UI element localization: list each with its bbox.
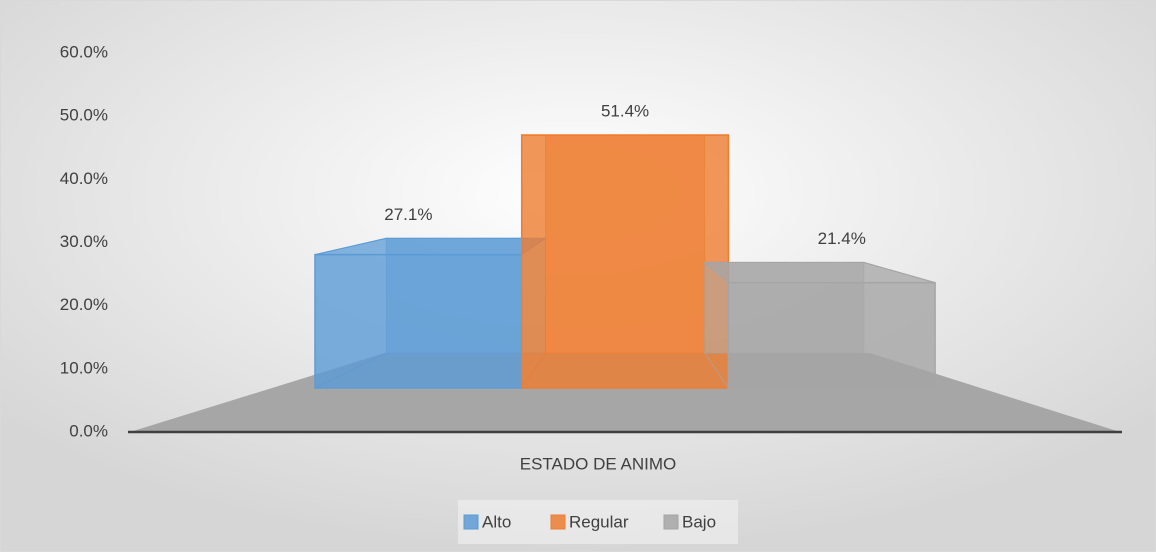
legend-swatch	[463, 514, 479, 530]
y-tick-label: 50.0%	[60, 106, 108, 125]
bar-edge	[863, 352, 936, 389]
bar	[520, 134, 730, 389]
bar	[727, 281, 936, 389]
data-label: 51.4%	[601, 101, 649, 120]
legend-label: Bajo	[682, 512, 716, 531]
legend-box	[458, 500, 738, 544]
x-tick-label: ESTADO DE ANIMO	[520, 454, 677, 473]
y-tick-label: 10.0%	[60, 358, 108, 377]
bar	[314, 253, 523, 389]
bar-edge	[704, 352, 729, 389]
data-label: 21.4%	[818, 229, 866, 248]
data-label: 27.1%	[384, 205, 432, 224]
y-tick-label: 60.0%	[60, 42, 108, 61]
y-tick-label: 0.0%	[69, 421, 108, 440]
legend-label: Alto	[482, 512, 511, 531]
legend-swatch	[663, 514, 679, 530]
bar-edge	[521, 352, 546, 389]
y-tick-label: 30.0%	[60, 232, 108, 251]
bar-edge	[314, 237, 387, 256]
legend-label: Regular	[569, 512, 629, 531]
legend-swatch	[550, 514, 566, 530]
bar-edge	[863, 261, 936, 284]
y-tick-label: 20.0%	[60, 295, 108, 314]
bar-edge	[314, 352, 387, 389]
y-tick-label: 40.0%	[60, 169, 108, 188]
bar-edge	[704, 262, 729, 284]
